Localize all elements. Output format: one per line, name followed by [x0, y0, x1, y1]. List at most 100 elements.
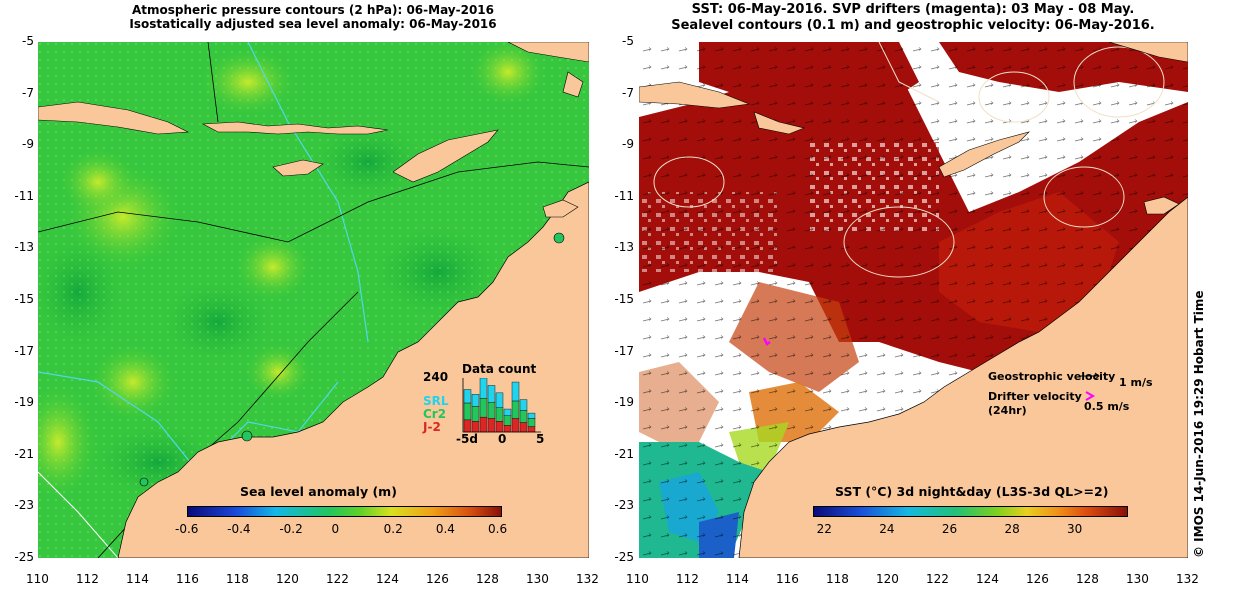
sea-level-colorbar [187, 506, 502, 517]
left-x-tick: 116 [176, 572, 199, 586]
sst-tiwi-island [1143, 196, 1180, 215]
colorbar-tick: 0.2 [383, 522, 403, 536]
data-count-bars [462, 378, 541, 433]
left-y-tick: -5 [22, 34, 34, 48]
right-x-tick: 128 [1076, 572, 1099, 586]
colorbar-tick: 0.4 [435, 522, 455, 536]
sumba-island [272, 159, 324, 177]
inset-bar-j2 [463, 419, 472, 433]
sst-timor-island [938, 131, 1031, 178]
inset-bar-cr2 [527, 418, 536, 427]
right-x-tick: 122 [926, 572, 949, 586]
right-title-line2: Sealevel contours (0.1 m) and geostrophi… [671, 18, 1155, 33]
sst-sulawesi-coast [1108, 42, 1188, 63]
left-y-tick: -23 [14, 498, 34, 513]
inset-bar-srl [511, 381, 520, 402]
left-y-tick: -15 [14, 292, 34, 306]
left-x-tick: 128 [476, 572, 499, 586]
right-x-tick: 126 [1026, 572, 1049, 586]
inset-bar-cr2 [495, 407, 504, 422]
left-y-axis: -5 -7 -9 -11 -13 -15 -17 -19 -21 -23 -25 [0, 0, 38, 590]
left-y-tick: -9 [22, 137, 34, 152]
inset-bar-cr2 [503, 415, 512, 426]
geo-velocity-label: Geostrophic velocity [988, 370, 1116, 383]
colorbar-tick: 0 [331, 522, 340, 536]
right-y-tick: -25 [614, 550, 634, 564]
data-count-inset: Data count 240 SRL Cr2 J-2 -5d 0 5 [420, 362, 545, 447]
inset-bar-cr2 [463, 402, 472, 421]
left-y-tick: -25 [14, 550, 34, 564]
left-x-tick: 120 [276, 572, 299, 586]
inset-bar-j2 [519, 422, 528, 433]
left-y-tick: -7 [22, 85, 34, 100]
geo-velocity-scale: 1 m/s [1119, 376, 1153, 389]
sst-colorbar-label: SST (°C) 3d night&day (L3S-3d QL>=2) [835, 484, 1109, 499]
left-x-tick: 130 [526, 572, 549, 586]
inset-axis [462, 378, 541, 433]
data-count-x-right: 5 [536, 432, 545, 446]
sst-colorbar [813, 506, 1128, 517]
colorbar-tick: -0.2 [279, 522, 303, 536]
legend-cr2: Cr2 [423, 407, 447, 421]
left-x-tick: 132 [576, 572, 599, 586]
right-x-tick: 112 [676, 572, 699, 586]
sea-level-colorbar-label: Sea level anomaly (m) [240, 484, 397, 499]
legend-srl: SRL [423, 394, 449, 408]
right-y-tick: -17 [614, 343, 634, 358]
inset-bar-j2 [511, 418, 520, 433]
inset-bar-cr2 [511, 400, 520, 419]
lesser-sunda-islands [201, 121, 389, 135]
left-y-tick: -21 [14, 446, 34, 461]
right-y-tick: -19 [614, 395, 634, 410]
java-island [38, 101, 190, 135]
inset-bar-cr2 [519, 410, 528, 423]
right-x-tick: 130 [1126, 572, 1149, 586]
inset-bar-srl [471, 394, 480, 407]
inset-bar-cr2 [487, 402, 496, 419]
left-x-tick: 112 [76, 572, 99, 586]
sst-java-island [639, 81, 751, 109]
left-x-tick: 110 [26, 572, 49, 586]
legend-j2: J-2 [423, 420, 441, 434]
right-y-tick: -5 [622, 34, 634, 48]
colorbar-tick: 24 [879, 522, 895, 536]
inset-bar-cr2 [471, 406, 480, 422]
right-y-tick: -15 [614, 292, 634, 306]
colorbar-tick: 26 [941, 522, 958, 536]
right-x-tick: 118 [826, 572, 849, 586]
sst-australia-landmass [738, 196, 1188, 558]
inset-bar-j2 [503, 425, 512, 433]
inset-bar-j2 [495, 421, 504, 433]
left-x-tick: 122 [326, 572, 349, 586]
tanimbar-island [562, 71, 584, 98]
left-x-tick: 114 [126, 572, 149, 586]
left-title-line2: Isostatically adjusted sea level anomaly… [129, 17, 497, 31]
inset-bar-srl [495, 392, 504, 408]
inset-bar-srl [503, 408, 512, 416]
right-x-tick: 116 [776, 572, 799, 586]
right-x-tick: 114 [726, 572, 749, 586]
inset-bar-j2 [487, 418, 496, 433]
inset-bar-srl [519, 399, 528, 411]
inset-bar-cr2 [479, 398, 488, 418]
inset-bar-srl [527, 412, 536, 419]
right-y-tick: -21 [614, 446, 634, 461]
colorbar-tick: 28 [1004, 522, 1020, 536]
drifter-velocity-scale: 0.5 m/s [1084, 400, 1130, 413]
left-x-tick: 126 [426, 572, 449, 586]
data-count-x-left: -5d [456, 432, 478, 446]
inset-bar-j2 [471, 421, 480, 433]
sst-sunda-islands [753, 111, 805, 135]
left-y-tick: -11 [14, 188, 34, 203]
colorbar-tick: 0.6 [488, 522, 508, 536]
right-x-tick: 132 [1176, 572, 1199, 586]
data-count-title: Data count [462, 362, 537, 376]
left-x-axis: 110 112 114 116 118 120 122 124 126 128 130 132 [0, 562, 600, 586]
left-y-tick: -19 [14, 395, 34, 410]
colorbar-tick: 30 [1067, 522, 1083, 536]
right-y-tick: -11 [614, 188, 634, 203]
sst-map [639, 42, 1188, 558]
tiwi-island [542, 199, 579, 218]
left-y-tick: -13 [14, 240, 34, 255]
sea-level-colorbar-ticks: -0.6 -0.4 -0.2 0 0.2 0.4 0.6 [175, 516, 507, 546]
